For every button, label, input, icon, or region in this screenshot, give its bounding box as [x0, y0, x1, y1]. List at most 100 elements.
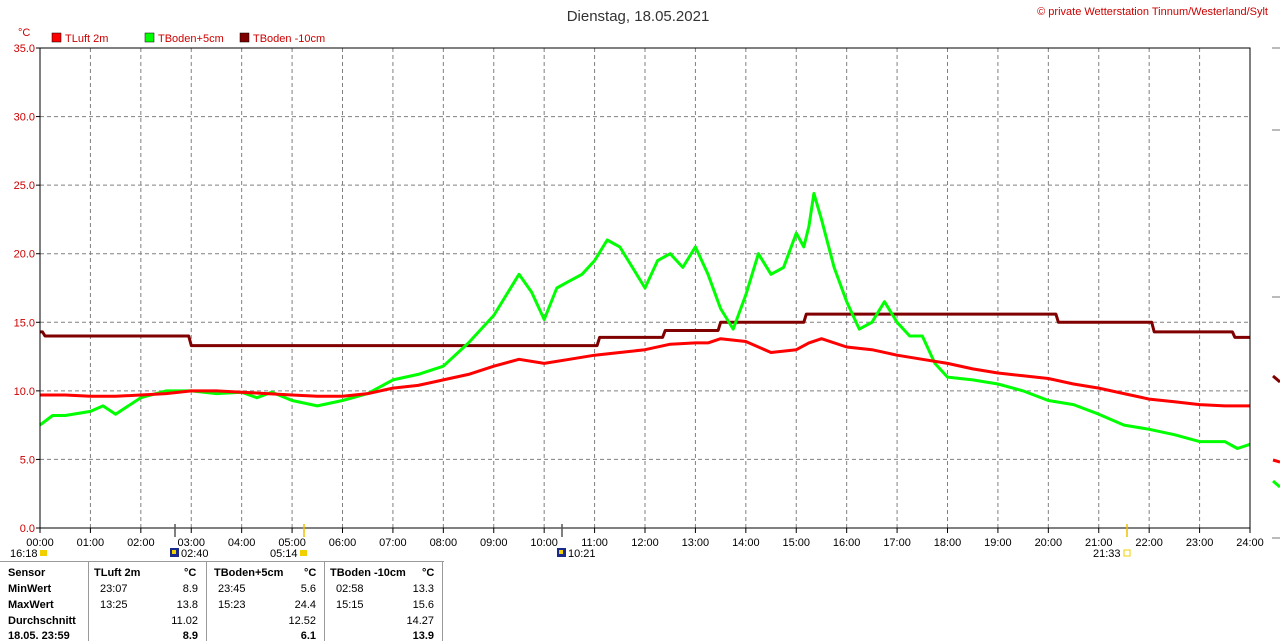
series-line-2: [40, 312, 1250, 348]
x-tick-label: 15:00: [782, 537, 810, 549]
stats-value: 5.6: [300, 583, 316, 595]
sun-icon: [300, 550, 307, 556]
x-tick-label: 18:00: [934, 537, 962, 549]
stats-col-tboden10: TBoden -10cm °C 02:58 13.3 15:15 15.6 14…: [324, 561, 443, 642]
stats-value: 24.4: [294, 599, 316, 611]
stats-value: 15.6: [412, 599, 434, 611]
stats-time: 23:07: [100, 583, 128, 595]
stats-col-tboden5: TBoden+5cm °C 23:45 5.6 15:23 24.4 12.52…: [206, 561, 325, 642]
y-tick-label: 5.0: [20, 454, 35, 466]
x-tick-label: 02:00: [127, 537, 155, 549]
x-tick-label: 21:00: [1085, 537, 1113, 549]
right-edge-series: [1272, 479, 1280, 489]
moon-icon-inner: [559, 550, 563, 554]
stats-row-label: MaxWert: [8, 599, 54, 611]
stats-header-unit: °C: [184, 567, 197, 579]
stats-row-label: 18.05. 23:59: [8, 630, 70, 642]
x-tick-label: 16:00: [833, 537, 861, 549]
stats-col-tluft: TLuft 2m °C 23:07 8.9 13:25 13.8 11.02 8…: [88, 561, 207, 642]
copyright-text: © private Wetterstation Tinnum/Westerlan…: [1037, 6, 1268, 18]
y-tick-label: 20.0: [14, 249, 35, 261]
legend-swatch: [51, 32, 62, 43]
stats-row-label: Durchschnitt: [8, 615, 76, 627]
series-lines: [39, 191, 1251, 450]
stats-value: 13.3: [412, 583, 434, 595]
stats-header-unit: °C: [422, 567, 435, 579]
y-tick-label: 15.0: [14, 317, 35, 329]
y-tick-label: 35.0: [14, 43, 35, 55]
stats-value: 13.9: [412, 630, 434, 642]
stats-value: 14.27: [406, 615, 434, 627]
marker-time-3: 10:21: [568, 548, 596, 560]
stats-value: 8.9: [182, 583, 198, 595]
legend-label: TBoden -10cm: [253, 33, 325, 45]
stats-divider: [0, 561, 444, 562]
x-tick-label: 11:00: [581, 537, 608, 549]
x-tick-label: 23:00: [1186, 537, 1214, 549]
y-axis: 0.0 5.0 10.0 15.0 20.0 25.0 30.0 35.0: [14, 43, 40, 535]
stats-value: 12.52: [288, 615, 316, 627]
stats-col-sensor: Sensor MinWert MaxWert Durchschnitt 18.0…: [0, 561, 89, 642]
sun-icon: [40, 550, 47, 556]
x-tick-label: 13:00: [682, 537, 710, 549]
x-tick-label: 09:00: [480, 537, 508, 549]
grid: [40, 48, 1250, 528]
x-tick-label: 12:00: [631, 537, 659, 549]
chart-title: Dienstag, 18.05.2021: [567, 8, 710, 25]
plot-frame: [39, 47, 1251, 529]
legend: TLuft 2m TBoden+5cm TBoden -10cm: [51, 32, 325, 45]
x-tick-label: 14:00: [732, 537, 760, 549]
stats-header-tluft: TLuft 2m: [94, 567, 141, 579]
stats-table: Sensor MinWert MaxWert Durchschnitt 18.0…: [0, 561, 444, 642]
x-tick-label: 17:00: [883, 537, 911, 549]
y-tick-label: 30.0: [14, 112, 35, 124]
x-tick-label: 06:00: [329, 537, 357, 549]
x-tick-label: 07:00: [379, 537, 407, 549]
stats-value: 13.8: [176, 599, 198, 611]
stats-header-tboden5: TBoden+5cm: [214, 567, 284, 579]
stats-time: 02:58: [336, 583, 364, 595]
legend-swatch: [144, 32, 155, 43]
stats-time: 15:23: [218, 599, 246, 611]
x-tick-label: 05:00: [278, 537, 306, 549]
moon-icon-inner: [172, 550, 176, 554]
x-axis: 00:00 01:00 02:00 03:00 04:00 05:00 06:00 07:00…: [26, 528, 1264, 549]
stats-value: 6.1: [300, 630, 316, 642]
x-tick-label: 10:00: [530, 537, 558, 549]
stats-header-sensor: Sensor: [8, 567, 46, 579]
x-tick-label: 04:00: [228, 537, 256, 549]
marker-time-left: 16:18: [10, 548, 38, 560]
stats-value: 11.02: [171, 615, 198, 627]
stats-time: 23:45: [218, 583, 246, 595]
right-edge-series: [1272, 374, 1280, 384]
chart-canvas: Dienstag, 18.05.2021 © private Wettersta…: [10, 6, 1280, 560]
series-line-1: [39, 191, 1251, 450]
y-tick-label: 0.0: [20, 523, 35, 535]
x-tick-label: 03:00: [177, 537, 205, 549]
legend-label: TLuft 2m: [65, 33, 108, 45]
sun-outline-icon: [1123, 549, 1131, 557]
stats-value: 8.9: [182, 630, 198, 642]
x-tick-label: 00:00: [26, 537, 54, 549]
stats-time: 13:25: [100, 599, 128, 611]
stats-header-unit: °C: [304, 567, 317, 579]
stats-header-tboden10: TBoden -10cm: [330, 567, 406, 579]
marker-time-2: 05:14: [270, 548, 298, 560]
series-line-0: [40, 337, 1250, 408]
x-tick-label: 01:00: [77, 537, 105, 549]
stats-time: 15:15: [336, 599, 364, 611]
marker-time-1: 02:40: [181, 548, 209, 560]
x-tick-label: 19:00: [984, 537, 1012, 549]
legend-label: TBoden+5cm: [158, 33, 224, 45]
right-edge-series: [1272, 458, 1280, 464]
y-tick-label: 10.0: [14, 386, 35, 398]
x-tick-label: 22:00: [1135, 537, 1163, 549]
marker-time-4: 21:33: [1093, 548, 1121, 560]
x-tick-label: 24:00: [1236, 537, 1264, 549]
x-tick-label: 08:00: [430, 537, 458, 549]
legend-swatch: [239, 32, 250, 43]
stats-row-label: MinWert: [8, 583, 52, 595]
y-axis-unit: °C: [18, 27, 30, 39]
x-tick-label: 20:00: [1035, 537, 1063, 549]
event-markers: 16:18 02:40 05:14 10:21 21:33: [10, 524, 1131, 560]
